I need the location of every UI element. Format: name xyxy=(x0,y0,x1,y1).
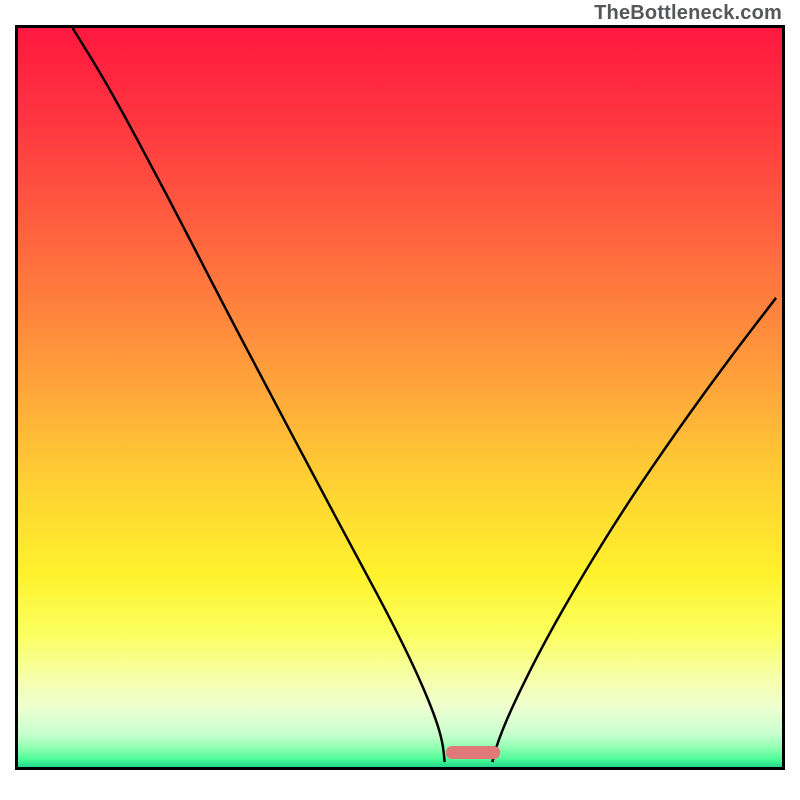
minimum-marker xyxy=(446,746,500,759)
curve-left xyxy=(73,28,445,762)
watermark-text: TheBottleneck.com xyxy=(594,2,782,25)
plot-area xyxy=(15,25,785,770)
chart-container: TheBottleneck.com xyxy=(0,0,800,800)
curve-right xyxy=(492,298,776,762)
curves-layer xyxy=(18,28,782,767)
